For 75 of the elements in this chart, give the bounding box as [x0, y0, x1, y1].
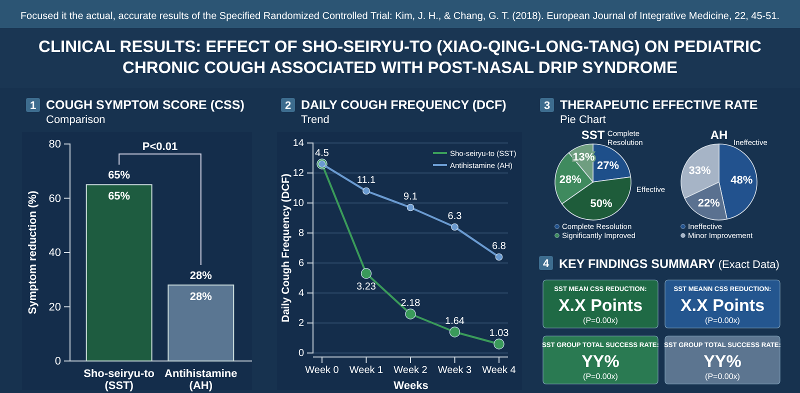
x-tick-label: Antihistamine (AH) [164, 368, 238, 392]
text: Pie Chart [560, 114, 606, 126]
number-badge: 3 [540, 98, 554, 112]
text: 28% [190, 270, 212, 282]
text: (P=0.00x) [705, 316, 740, 325]
y-tick-label: 0 [54, 356, 61, 368]
y-tick-label: 4 [298, 288, 304, 300]
data-label: 22% [698, 197, 720, 210]
annotation: 6.3 [448, 211, 462, 222]
y-tick-label: 12 [292, 168, 304, 180]
x-tick-label: Week 1 [349, 365, 384, 376]
point [406, 204, 414, 212]
y-tick-label: 10 [292, 198, 304, 210]
y-tick-label: 14 [292, 138, 304, 150]
number-badge: 2 [281, 98, 295, 112]
chart-subtitle: Comparison [46, 114, 106, 126]
text: (P=0.00x) [705, 372, 740, 381]
chart-title: SST [581, 128, 606, 142]
number-badge: 4 [539, 256, 553, 270]
annotation: 6.8 [492, 241, 506, 252]
text: THERAPEUTIC EFFECTIVE RATE [560, 98, 758, 112]
annotation: 2.18 [400, 298, 421, 309]
text: CLINICAL RESULTS: EFFECT OF SHO-SEIRYU-TO (XIAO-QING-LONG-TANG) ON PEDIATRIC CHRONIC COUGH ASSOCIATED WITH POST-NASAL DRIP SYNDROME [38, 38, 762, 77]
x-tick-label: Sho-seiryu-to (SST) [84, 368, 155, 392]
annotation: 3.23 [356, 282, 376, 292]
data-label: 65% [108, 190, 130, 203]
data-label: 27% [597, 160, 620, 172]
y-tick-label: 20 [48, 301, 61, 314]
y-tick-label: 8 [298, 228, 304, 240]
text: X.X Points [558, 296, 643, 315]
chart-title: COUGH SYMPTOM SCORE (CSS) [46, 98, 244, 112]
y-tick-label: 6 [298, 258, 304, 270]
x-tick-label: Week 0 [305, 365, 340, 376]
chart-subtitle: Trend [301, 114, 330, 126]
annotation: 1.64 [445, 316, 465, 327]
data-label: 33% [688, 164, 711, 177]
data-label: 50% [590, 198, 613, 210]
x-tick-label: Week 2 [394, 365, 428, 376]
data-label: 48% [730, 174, 753, 187]
x-tick-label: Week 3 [438, 365, 472, 376]
y-tick-label: 60 [48, 192, 61, 205]
text: (P=0.00x) [583, 372, 618, 381]
annotation: 4.5 [315, 148, 330, 159]
data-label: 28% [190, 291, 212, 304]
text: (Exact Data) [715, 259, 780, 271]
point [405, 308, 416, 320]
y-axis-title: Daily Cough Frequency (DCF) [280, 174, 292, 322]
annotation: 11.1 [356, 175, 376, 186]
point [360, 268, 372, 279]
point [494, 338, 504, 350]
point [449, 326, 460, 338]
y-tick-label: 40 [48, 247, 61, 260]
chart-title: DAILY COUGH FREQUENCY (DCF) [301, 98, 506, 112]
point [362, 187, 370, 195]
y-tick-label: 2 [298, 318, 304, 330]
y-tick-label: 80 [48, 138, 61, 151]
y-tick-label: 0 [298, 348, 304, 360]
annotation: 1.03 [489, 328, 510, 339]
point [451, 223, 458, 231]
x-axis-title: Weeks [394, 380, 428, 392]
chart-title: AH [710, 128, 728, 142]
text: (P=0.00x) [583, 316, 618, 325]
text: YY% [704, 352, 742, 371]
text: Focused it the actual, accurate results of the Specified Randomized Controlled Trial: Kim, J. H., & Chang, G. T. (2018). European Journal of Integrative Medicine, 22, 45-51. [20, 11, 780, 22]
text: X.X Points [680, 296, 765, 315]
y-axis-title: Symptom reduction (%) [27, 190, 39, 314]
text: YY% [582, 352, 620, 371]
x-tick-label: Week 4 [482, 365, 516, 376]
text: 65% [108, 170, 130, 182]
number-badge: 1 [26, 98, 40, 112]
annotation: 9.1 [404, 192, 418, 202]
text: KEY FINDINGS SUMMARY [559, 257, 716, 271]
data-label: 28% [559, 174, 582, 186]
point [495, 253, 503, 261]
annotation: P<0.01 [142, 141, 178, 153]
